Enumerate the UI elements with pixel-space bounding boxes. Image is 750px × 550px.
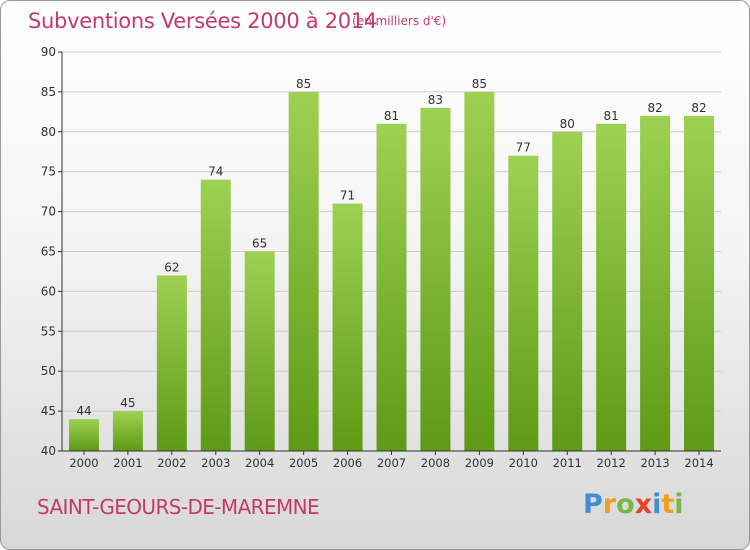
bar-value-label: 44 <box>76 404 91 418</box>
y-tick-label: 70 <box>41 205 56 219</box>
x-tick-label: 2012 <box>597 456 626 470</box>
x-tick-label: 2010 <box>509 456 538 470</box>
bar <box>244 251 275 451</box>
x-tick-label: 2009 <box>465 456 494 470</box>
bar <box>376 123 407 451</box>
x-tick-label: 2006 <box>333 456 362 470</box>
y-tick-label: 90 <box>41 45 56 59</box>
bar <box>68 419 99 451</box>
bar <box>684 115 715 451</box>
y-tick-label: 80 <box>41 125 56 139</box>
bar-value-label: 85 <box>472 77 487 91</box>
bar-value-label: 82 <box>691 101 706 115</box>
bar <box>156 275 187 451</box>
x-tick-label: 2011 <box>553 456 582 470</box>
bar <box>420 107 451 452</box>
x-tick-label: 2002 <box>157 456 186 470</box>
bar-value-label: 45 <box>120 396 135 410</box>
proxiti-logo[interactable]: Proxiti <box>583 489 684 520</box>
x-tick-label: 2008 <box>421 456 450 470</box>
bar-value-label: 81 <box>384 109 399 123</box>
bar-value-label: 82 <box>647 101 662 115</box>
bar <box>288 91 319 452</box>
commune-name: SAINT-GEOURS-DE-MAREMNE <box>37 495 320 519</box>
bar-value-label: 71 <box>340 189 355 203</box>
bar-value-label: 85 <box>296 77 311 91</box>
chart-unit: (en milliers d'€) <box>352 14 447 28</box>
bar-value-label: 77 <box>516 141 531 155</box>
bar <box>464 91 495 452</box>
chart-title: Subventions Versées 2000 à 2014 <box>28 9 377 33</box>
bar-value-label: 74 <box>208 165 223 179</box>
x-tick-label: 2014 <box>684 456 713 470</box>
x-tick-label: 2003 <box>201 456 230 470</box>
y-tick-label: 55 <box>41 324 56 338</box>
bar <box>596 123 627 451</box>
bars: 44 45 62 74 65 85 71 81 83 85 77 80 81 82 82 <box>68 77 715 452</box>
x-tick-label: 2000 <box>69 456 98 470</box>
y-tick-label: 60 <box>41 284 56 298</box>
bar <box>552 131 583 452</box>
bar-value-label: 62 <box>164 260 179 274</box>
x-tick-label: 2013 <box>640 456 669 470</box>
y-tick-label: 45 <box>41 404 56 418</box>
x-tick-label: 2007 <box>377 456 406 470</box>
bar <box>640 115 671 451</box>
bar <box>200 179 231 451</box>
bar <box>332 203 363 451</box>
y-tick-label: 65 <box>41 245 56 259</box>
x-tick-label: 2004 <box>245 456 274 470</box>
y-tick-label: 40 <box>41 444 56 458</box>
y-tick-label: 75 <box>41 165 56 179</box>
bar <box>112 411 143 451</box>
bar <box>508 155 539 452</box>
bar-value-label: 65 <box>252 237 267 251</box>
x-tick-label: 2001 <box>113 456 142 470</box>
y-tick-label: 50 <box>41 364 56 378</box>
bar-value-label: 80 <box>560 117 575 131</box>
bar-value-label: 81 <box>604 109 619 123</box>
y-tick-label: 85 <box>41 85 56 99</box>
x-tick-label: 2005 <box>289 456 318 470</box>
bar-value-label: 83 <box>428 93 443 107</box>
axes: 40 45 50 55 60 65 70 75 80 85 90 2000 2001 2002 2003 20… <box>41 45 721 470</box>
